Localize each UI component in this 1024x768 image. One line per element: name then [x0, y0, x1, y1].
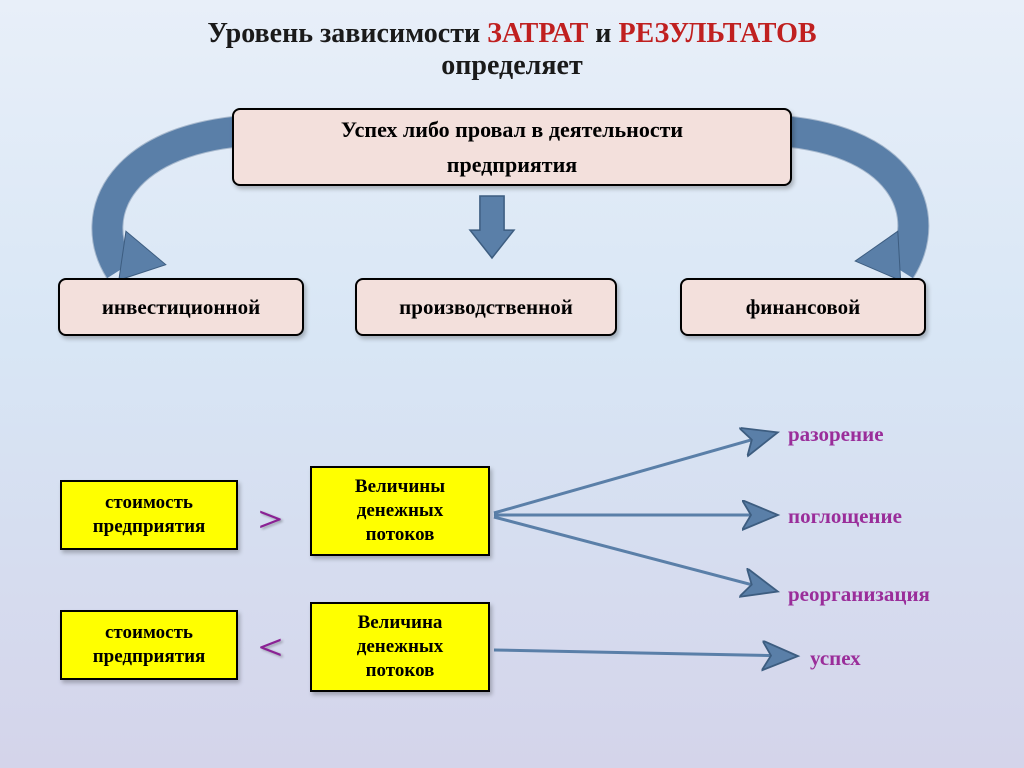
outcome-2: реорганизация	[788, 582, 930, 607]
yellow-box-0: стоимостьпредприятия	[60, 480, 238, 550]
title-part5: определяет	[441, 50, 582, 81]
mid-box-1: производственной	[355, 278, 617, 336]
outcome-1: поглощение	[788, 504, 902, 529]
symbol-1: <	[258, 627, 283, 668]
yellow-box-2: стоимостьпредприятия	[60, 610, 238, 680]
title-part4: РЕЗУЛЬТАТОВ	[618, 18, 816, 49]
title-part3: и	[588, 18, 618, 49]
mid-box-0: инвестиционной	[58, 278, 304, 336]
symbol-0: >	[258, 499, 283, 540]
yellow-box-1: Величиныденежныхпотоков	[310, 466, 490, 556]
outcome-3: успех	[810, 646, 861, 671]
title-part2: ЗАТРАТ	[487, 18, 588, 49]
title-part1: Уровень зависимости	[207, 18, 487, 49]
outcome-0: разорение	[788, 422, 884, 447]
yellow-box-3: Величинаденежныхпотоков	[310, 602, 490, 692]
top-box: Успех либо провал в деятельностипредприя…	[232, 108, 792, 186]
mid-box-2: финансовой	[680, 278, 926, 336]
